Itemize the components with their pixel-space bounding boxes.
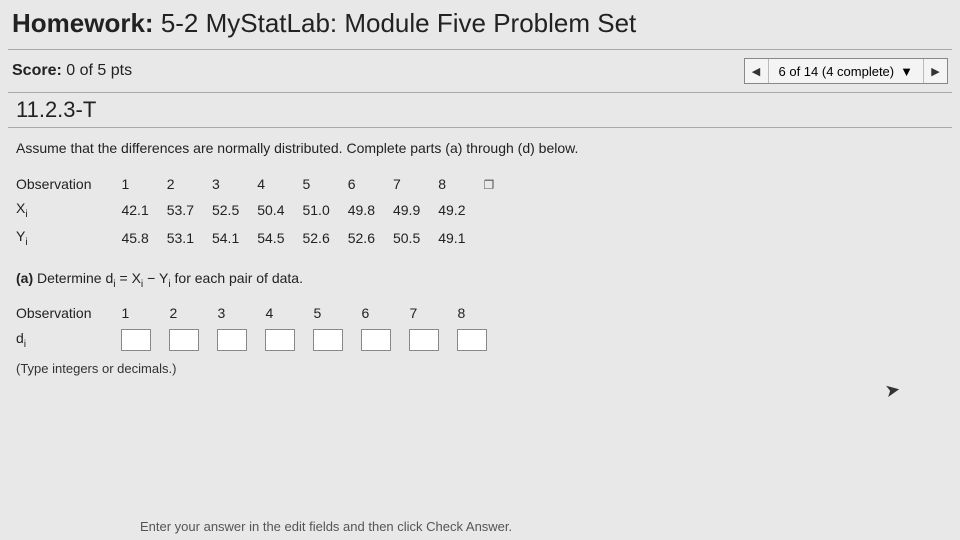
part-a-prompt: (a) Determine di = Xi − Yi for each pair… xyxy=(16,270,944,290)
answer-input-4[interactable] xyxy=(265,329,295,351)
row-label: di xyxy=(16,325,121,355)
table-cell: 4 xyxy=(257,172,302,196)
divider xyxy=(8,49,952,50)
table-cell: 5 xyxy=(302,172,347,196)
answer-input-2[interactable] xyxy=(169,329,199,351)
answer-input-7[interactable] xyxy=(409,329,439,351)
row-label: Observation xyxy=(16,301,121,325)
table-cell: 3 xyxy=(212,172,257,196)
chevron-down-icon: ▼ xyxy=(900,64,913,79)
table-cell: 7 xyxy=(409,301,457,325)
score-label: Score: xyxy=(12,62,62,79)
answer-input-8[interactable] xyxy=(457,329,487,351)
table-cell: 53.1 xyxy=(167,224,212,252)
question-status-text: 6 of 14 (4 complete) xyxy=(779,64,895,79)
table-cell: 54.5 xyxy=(257,224,302,252)
table-cell: 51.0 xyxy=(302,196,347,224)
table-cell: 45.8 xyxy=(121,224,166,252)
next-question-button[interactable]: ▶ xyxy=(923,59,947,83)
row-label: Xi xyxy=(16,196,121,224)
question-nav: ◀ 6 of 14 (4 complete) ▼ ▶ xyxy=(744,58,949,84)
table-cell: 7 xyxy=(393,172,438,196)
question-status-dropdown[interactable]: 6 of 14 (4 complete) ▼ xyxy=(769,59,924,83)
table-cell: 8 xyxy=(438,172,483,196)
table-cell: 42.1 xyxy=(121,196,166,224)
problem-id: 11.2.3-T xyxy=(8,92,952,128)
table-cell: 6 xyxy=(361,301,409,325)
table-cell: 54.1 xyxy=(212,224,257,252)
prev-question-button[interactable]: ◀ xyxy=(745,59,769,83)
table-cell: 49.2 xyxy=(438,196,483,224)
homework-title: 5-2 MyStatLab: Module Five Problem Set xyxy=(161,8,636,38)
data-table: Observation 1 2 3 4 5 6 7 8 ❐ Xi 42.1 53… xyxy=(16,172,512,252)
homework-label: Homework: xyxy=(12,8,154,38)
footer-hint: Enter your answer in the edit fields and… xyxy=(140,519,512,534)
table-cell: 2 xyxy=(169,301,217,325)
table-cell: 3 xyxy=(217,301,265,325)
instruction-text: Assume that the differences are normally… xyxy=(16,140,944,156)
table-cell: 1 xyxy=(121,172,166,196)
page-title: Homework: 5-2 MyStatLab: Module Five Pro… xyxy=(8,0,952,49)
score-text: Score: 0 of 5 pts xyxy=(12,62,132,80)
table-cell: 52.5 xyxy=(212,196,257,224)
part-a-label: (a) xyxy=(16,270,33,286)
table-cell: 8 xyxy=(457,301,505,325)
table-cell: 49.8 xyxy=(348,196,393,224)
part-a-text: Determine di = Xi − Yi for each pair of … xyxy=(37,270,303,286)
table-cell: 4 xyxy=(265,301,313,325)
answer-input-1[interactable] xyxy=(121,329,151,351)
table-cell: 52.6 xyxy=(348,224,393,252)
answer-input-5[interactable] xyxy=(313,329,343,351)
row-label: Observation xyxy=(16,172,121,196)
answer-table: Observation 1 2 3 4 5 6 7 8 di xyxy=(16,301,505,355)
table-cell: 2 xyxy=(167,172,212,196)
table-cell: 50.5 xyxy=(393,224,438,252)
answer-input-6[interactable] xyxy=(361,329,391,351)
row-label: Yi xyxy=(16,224,121,252)
table-cell: 53.7 xyxy=(167,196,212,224)
table-cell: 6 xyxy=(348,172,393,196)
cursor-icon: ➤ xyxy=(883,379,902,402)
input-hint: (Type integers or decimals.) xyxy=(16,361,944,376)
table-cell: 49.1 xyxy=(438,224,483,252)
table-cell: 49.9 xyxy=(393,196,438,224)
score-value: 0 of 5 pts xyxy=(66,62,132,79)
answer-input-3[interactable] xyxy=(217,329,247,351)
table-cell: 50.4 xyxy=(257,196,302,224)
table-cell: 5 xyxy=(313,301,361,325)
popout-icon[interactable]: ❐ xyxy=(483,178,494,192)
table-cell: 1 xyxy=(121,301,169,325)
table-cell: 52.6 xyxy=(302,224,347,252)
